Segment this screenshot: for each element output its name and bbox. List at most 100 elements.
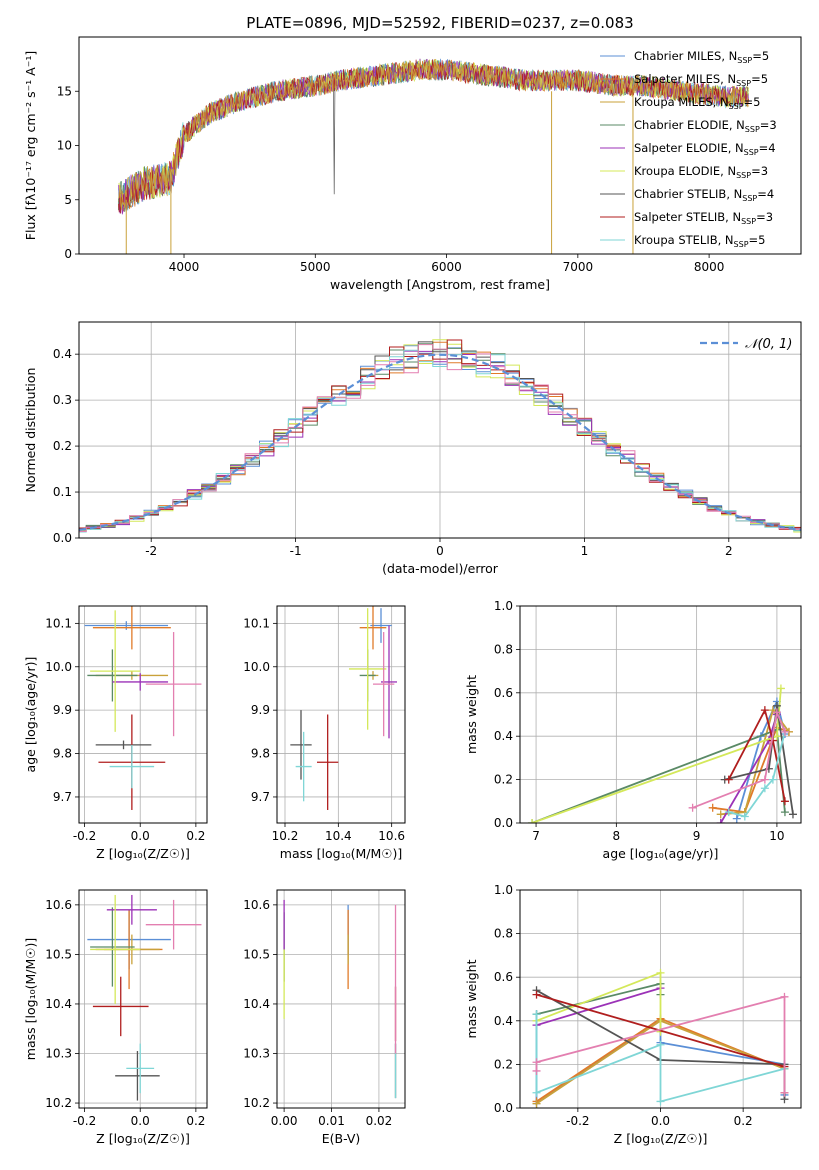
age-vs-Z-xtick-label: -0.2 [73, 829, 96, 843]
weight-vs-age-ytick-label: 0.0 [494, 816, 513, 830]
mass-vs-ebv-frame [276, 889, 406, 1109]
residuals-ytick-label: 0.2 [53, 439, 72, 453]
weight-vs-age-point-marker [716, 810, 725, 819]
weight-vs-Z-xtick-label: -0.2 [566, 1114, 589, 1128]
residuals-ytick-label: 0.3 [53, 393, 72, 407]
residuals-ylabel: Normed distribution [23, 368, 38, 493]
mass-vs-ebv-ytick-label: 10.3 [243, 1047, 270, 1061]
residuals-ytick-label: 0.1 [53, 485, 72, 499]
mass-vs-Z-xtick-label: 0.2 [186, 1114, 205, 1128]
residuals-xlabel: (data-model)/error [382, 561, 499, 576]
spectrum-ylabel: Flux [fλ10⁻¹⁷ erg cm⁻² s⁻¹ A⁻¹] [23, 51, 38, 240]
weight-vs-age-ytick-label: 0.8 [494, 642, 513, 656]
age-vs-Z-ytick-label: 9.9 [53, 703, 72, 717]
spectrum-xtick-label: 4000 [169, 260, 200, 274]
weight-vs-Z-ytick-label: 0.4 [494, 1014, 513, 1028]
weight-vs-age-point-marker [760, 784, 769, 793]
age-vs-mass-ytick-label: 10.0 [243, 660, 270, 674]
mass-vs-ebv-xlabel: E(B-V) [322, 1131, 361, 1146]
spectrum-ytick-label: 0 [64, 247, 72, 261]
weight-vs-Z-plot: -0.2 0.0 0.2 0.0 0.2 0.4 0.6 0.8 1.0 Z [log₁₀(Z/Z… [464, 883, 802, 1146]
legend-entry: Kroupa STELIB, NSSP=5 [634, 233, 765, 249]
weight-vs-age-point-marker [716, 819, 725, 823]
weight-vs-age-ytick-label: 0.4 [494, 729, 513, 743]
figure-title: PLATE=0896, MJD=52592, FIBERID=0237, z=0… [246, 14, 633, 32]
weight-vs-age-ytick-label: 0.2 [494, 773, 513, 787]
weight-vs-age-point-marker [760, 775, 769, 784]
residuals-ytick-label: 0.4 [53, 347, 72, 361]
legend-entry: Chabrier STELIB, NSSP=4 [634, 187, 774, 203]
weight-vs-Z-series-line [536, 982, 662, 1016]
legend-subscript: SSP [742, 194, 757, 203]
residuals-xtick-label: -1 [290, 544, 302, 558]
age-vs-Z-plot: -0.2 0.0 0.2 9.7 9.8 9.9 10.0 10.1 Z [log₁₀(Z/Z☉… [23, 605, 208, 861]
weight-vs-Z-point-marker [532, 1099, 541, 1108]
weight-vs-Z-point-marker [656, 1040, 665, 1049]
weight-vs-Z-ytick-label: 0.8 [494, 927, 513, 941]
weight-vs-age-series-line [531, 688, 782, 823]
residuals-ytick-label: 0.0 [53, 531, 72, 545]
weight-vs-Z-point-marker [656, 1097, 665, 1106]
weight-vs-Z-point-marker [532, 1088, 541, 1097]
legend-entry-tail: =5 [751, 72, 768, 86]
legend-entry-tail: =4 [759, 141, 776, 155]
mass-vs-Z-frame [78, 889, 208, 1109]
age-vs-Z-ytick-label: 9.8 [53, 747, 72, 761]
residuals-frame [78, 321, 802, 539]
weight-vs-age-series-line [692, 709, 786, 809]
mass-vs-ebv-ytick-label: 10.6 [243, 898, 270, 912]
weight-vs-Z-xtick-label: 0.0 [651, 1114, 670, 1128]
weight-vs-age-series-line [727, 707, 786, 802]
age-vs-mass-ytick-label: 9.8 [251, 747, 270, 761]
weight-vs-Z-frame [519, 889, 802, 1109]
legend-subscript: SSP [744, 148, 759, 157]
spectrum-ytick-label: 15 [57, 84, 72, 98]
weight-vs-age-point-marker [788, 810, 797, 819]
legend-entry: Chabrier ELODIE, NSSP=3 [634, 118, 777, 134]
legend-subscript: SSP [745, 125, 760, 134]
mass-vs-Z-xlabel: Z [log₁₀(Z/Z☉)] [96, 1131, 190, 1146]
weight-vs-Z-series-line [536, 993, 785, 1068]
weight-vs-age-point-marker [760, 706, 769, 715]
weight-vs-age-point-marker [780, 808, 789, 817]
weight-vs-age-ylabel: mass weight [464, 675, 479, 754]
legend-entry-tail: =4 [757, 187, 774, 201]
mass-vs-ebv-plot: 0.00 0.01 0.02 10.2 10.3 10.4 10.5 10.6 E(B-V) [243, 889, 406, 1146]
legend-subscript: SSP [737, 56, 752, 65]
age-vs-mass-xlabel: mass [log₁₀(M/M☉)] [280, 846, 402, 861]
weight-vs-Z-ytick-label: 0.6 [494, 970, 513, 984]
legend-subscript: SSP [736, 79, 751, 88]
weight-vs-age-plot: 7 8 9 10 0.0 0.2 0.4 0.6 0.8 1.0 age [log₁₀(age/yr… [464, 599, 802, 861]
legend-entry: Salpeter MILES, NSSP=5 [634, 72, 768, 88]
weight-vs-age-point-marker [688, 803, 697, 812]
weight-vs-Z-xlabel: Z [log₁₀(Z/Z☉)] [614, 1131, 708, 1146]
mass-vs-ebv-xtick-label: 0.02 [366, 1114, 393, 1128]
age-vs-mass-frame [276, 605, 406, 824]
residual-histogram [79, 341, 801, 530]
age-vs-mass-ytick-label: 10.1 [243, 616, 270, 630]
weight-vs-Z-point-marker [532, 1066, 541, 1075]
residuals-plot: -2 -1 0 1 2 0.0 0.1 0.2 0.3 0.4 (data-model)/error… [23, 321, 802, 576]
weight-vs-age-xtick-label: 8 [613, 829, 621, 843]
weight-vs-age-point-marker [740, 812, 749, 821]
weight-vs-age-point-marker [708, 803, 717, 812]
age-vs-Z-xtick-label: 0.0 [131, 829, 150, 843]
spectrum-ytick-label: 5 [64, 193, 72, 207]
age-vs-mass-ytick-label: 9.9 [251, 703, 270, 717]
age-vs-Z-ytick-label: 10.0 [45, 660, 72, 674]
legend-entry-tail: =3 [760, 118, 777, 132]
mass-vs-ebv-xtick-label: 0.00 [271, 1114, 298, 1128]
weight-vs-age-point-marker [776, 684, 785, 693]
weight-vs-age-point-marker [768, 775, 777, 784]
age-vs-Z-ytick-label: 10.1 [45, 616, 72, 630]
age-vs-Z-xlabel: Z [log₁₀(Z/Z☉)] [96, 846, 190, 861]
weight-vs-age-point-marker [772, 732, 781, 741]
weight-vs-Z-point-marker [532, 990, 541, 999]
mass-vs-Z-ytick-label: 10.6 [45, 898, 72, 912]
weight-vs-Z-ytick-label: 0.0 [494, 1101, 513, 1115]
age-vs-Z-ytick-label: 9.7 [53, 790, 72, 804]
residual-histogram [79, 339, 801, 530]
mass-vs-Z-xtick-label: -0.2 [73, 1114, 96, 1128]
weight-vs-age-ytick-label: 1.0 [494, 599, 513, 613]
weight-vs-age-point-marker [732, 814, 741, 823]
